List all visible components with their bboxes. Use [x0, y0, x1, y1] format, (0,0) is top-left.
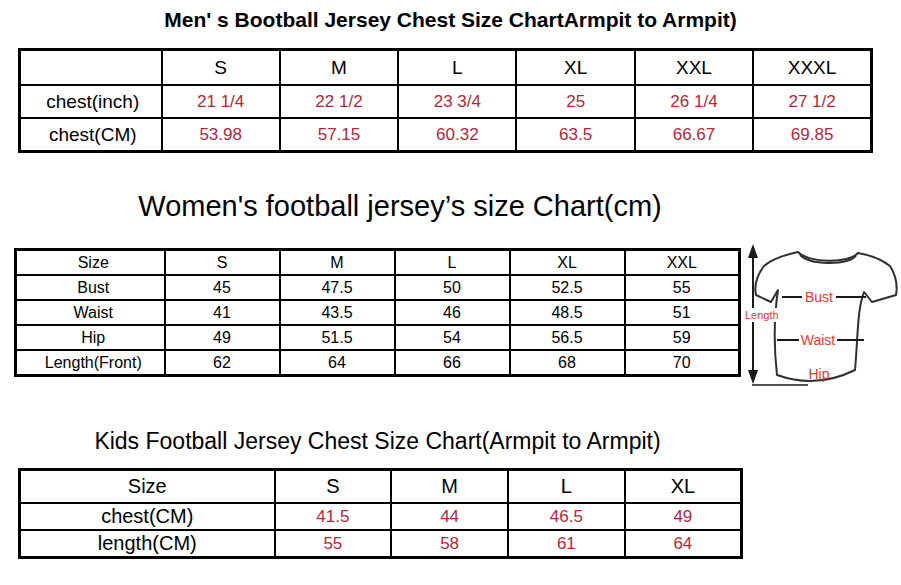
- cell-value: 21 1/4: [162, 85, 280, 118]
- cell-value: 54: [395, 325, 510, 350]
- cell-value: 55: [275, 530, 392, 558]
- col-header: XXL: [625, 250, 740, 276]
- row-label: chest(inch): [20, 85, 162, 118]
- womens-chart-title: Women's football jersey’s size Chart(cm): [0, 190, 800, 223]
- length-arrowhead-up: [748, 244, 758, 258]
- cell-value: 23 3/4: [398, 85, 516, 118]
- length-arrowhead-down: [748, 370, 758, 384]
- cell-value: 70: [625, 350, 740, 376]
- col-header: M: [280, 50, 398, 86]
- row-label: length(CM): [20, 530, 275, 558]
- col-header: M: [280, 250, 395, 276]
- cell-value: 46.5: [508, 503, 625, 530]
- col-header: Size: [16, 250, 165, 276]
- col-header: XL: [510, 250, 625, 276]
- col-header: L: [508, 470, 625, 504]
- size-chart-page: Men' s Bootball Jersey Chest Size ChartA…: [0, 0, 901, 585]
- length-label: Length: [745, 309, 779, 321]
- bust-label: Bust: [805, 289, 833, 305]
- cell-value: 66: [395, 350, 510, 376]
- table-header-row: S M L XL XXL XXXL: [20, 50, 872, 86]
- tshirt-diagram: Length Bust Waist Hip: [744, 238, 901, 398]
- cell-value: 61: [508, 530, 625, 558]
- row-label: chest(CM): [20, 118, 162, 152]
- col-header: Size: [20, 470, 275, 504]
- cell-value: 63.5: [516, 118, 634, 152]
- col-header: S: [162, 50, 280, 86]
- col-header: XXXL: [753, 50, 871, 86]
- table-row: chest(CM) 53.98 57.15 60.32 63.5 66.67 6…: [20, 118, 872, 152]
- cell-value: 45: [165, 275, 280, 300]
- cell-value: 47.5: [280, 275, 395, 300]
- table-row: chest(CM) 41.5 44 46.5 49: [20, 503, 742, 530]
- col-header: XXL: [635, 50, 753, 86]
- col-header: L: [395, 250, 510, 276]
- table-row: length(CM) 55 58 61 64: [20, 530, 742, 558]
- cell-value: 49: [165, 325, 280, 350]
- table-row: Hip 49 51.5 54 56.5 59: [16, 325, 740, 350]
- cell-value: 64: [625, 530, 742, 558]
- col-header: L: [398, 50, 516, 86]
- col-header: XL: [516, 50, 634, 86]
- cell-value: 59: [625, 325, 740, 350]
- row-label: Waist: [16, 300, 165, 325]
- cell-value: 52.5: [510, 275, 625, 300]
- cell-value: 51: [625, 300, 740, 325]
- cell-value: 68: [510, 350, 625, 376]
- waist-label: Waist: [801, 332, 836, 348]
- cell-value: 41: [165, 300, 280, 325]
- tshirt-svg: Length Bust Waist Hip: [744, 238, 901, 398]
- cell-value: 58: [391, 530, 508, 558]
- cell-value: 26 1/4: [635, 85, 753, 118]
- cell-value: 49: [625, 503, 742, 530]
- cell-value: 66.67: [635, 118, 753, 152]
- cell-value: 55: [625, 275, 740, 300]
- mens-chart-title: Men' s Bootball Jersey Chest Size ChartA…: [0, 8, 901, 32]
- table-row: Waist 41 43.5 46 48.5 51: [16, 300, 740, 325]
- cell-value: 56.5: [510, 325, 625, 350]
- row-label: Bust: [16, 275, 165, 300]
- cell-value: 53.98: [162, 118, 280, 152]
- col-header: S: [275, 470, 392, 504]
- table-header-row: Size S M L XL: [20, 470, 742, 504]
- cell-value: 64: [280, 350, 395, 376]
- cell-value: 57.15: [280, 118, 398, 152]
- row-label: chest(CM): [20, 503, 275, 530]
- cell-value: 48.5: [510, 300, 625, 325]
- col-header: XL: [625, 470, 742, 504]
- row-label: Hip: [16, 325, 165, 350]
- cell-value: 22 1/2: [280, 85, 398, 118]
- cell-value: 62: [165, 350, 280, 376]
- table-header-row: Size S M L XL XXL: [16, 250, 740, 276]
- cell-value: 44: [391, 503, 508, 530]
- cell-value: 50: [395, 275, 510, 300]
- cell-value: 60.32: [398, 118, 516, 152]
- womens-size-table: Size S M L XL XXL Bust 45 47.5 50 52.5 5…: [14, 248, 741, 377]
- col-header: S: [165, 250, 280, 276]
- cell-value: 51.5: [280, 325, 395, 350]
- table-row: chest(inch) 21 1/4 22 1/2 23 3/4 25 26 1…: [20, 85, 872, 118]
- kids-chart-title: Kids Football Jersey Chest Size Chart(Ar…: [0, 428, 755, 455]
- cell-value: 43.5: [280, 300, 395, 325]
- corner-cell: [20, 50, 162, 86]
- cell-value: 27 1/2: [753, 85, 871, 118]
- table-row: Bust 45 47.5 50 52.5 55: [16, 275, 740, 300]
- cell-value: 41.5: [275, 503, 392, 530]
- cell-value: 25: [516, 85, 634, 118]
- mens-size-table: S M L XL XXL XXXL chest(inch) 21 1/4 22 …: [18, 48, 873, 153]
- table-row: Length(Front) 62 64 66 68 70: [16, 350, 740, 376]
- cell-value: 69.85: [753, 118, 871, 152]
- row-label: Length(Front): [16, 350, 165, 376]
- col-header: M: [391, 470, 508, 504]
- kids-size-table: Size S M L XL chest(CM) 41.5 44 46.5 49 …: [18, 468, 743, 559]
- cell-value: 46: [395, 300, 510, 325]
- hip-label: Hip: [808, 366, 829, 382]
